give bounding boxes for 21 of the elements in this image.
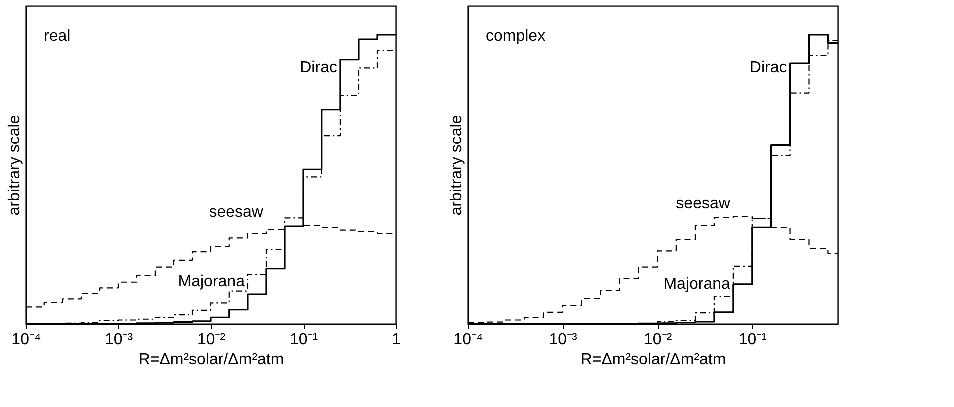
series-label: seesaw	[209, 204, 264, 221]
x-tick-label: 10⁻²	[197, 332, 226, 348]
series-label: Majorana	[664, 276, 731, 294]
y-axis-title: arbitrary scale	[448, 115, 466, 216]
x-tick-label: 10⁻²	[644, 332, 673, 348]
x-axis-title: R=Δm²solar/Δm²atm	[580, 352, 726, 368]
x-tick-label: 10⁻³	[104, 332, 134, 348]
series-label: seesaw	[676, 195, 731, 212]
series-label: Majorana	[178, 273, 246, 290]
x-tick-label: 1	[392, 332, 402, 348]
annotation: complex	[486, 28, 546, 45]
x-tick-label: 10⁻⁴	[454, 332, 484, 348]
y-axis-title: arbitrary scale	[6, 115, 24, 216]
x-tick-label: 10⁻⁴	[12, 332, 42, 348]
x-tick-label: 10⁻¹	[290, 332, 318, 348]
series-label: Dirac	[750, 59, 788, 76]
series-label: Dirac	[300, 59, 338, 76]
annotation: real	[44, 28, 71, 45]
x-axis-title: R=Δm²solar/Δm²atm	[138, 352, 284, 368]
x-tick-label: 10⁻¹	[738, 332, 767, 348]
x-tick-label: 10⁻³	[549, 332, 578, 348]
